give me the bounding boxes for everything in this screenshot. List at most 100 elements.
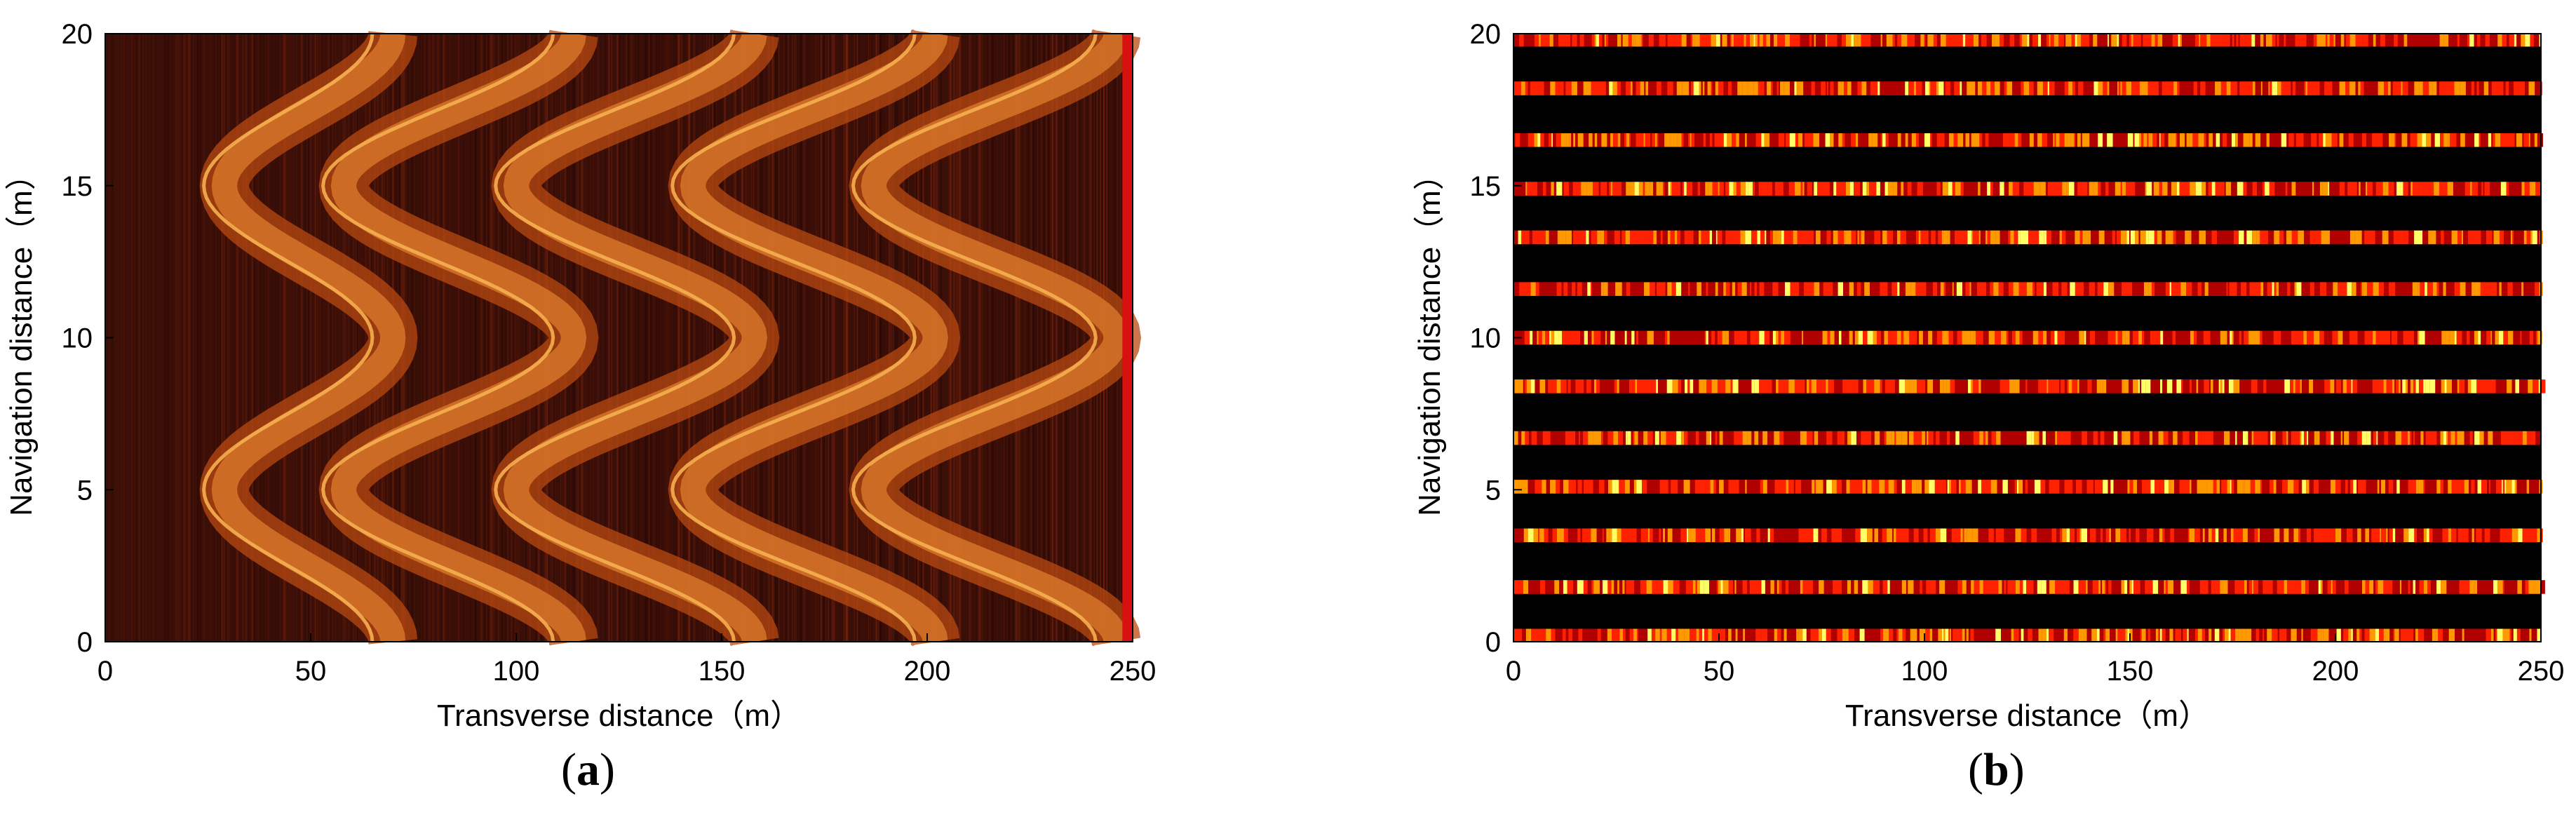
chart-b-stripe-cell (2073, 628, 2079, 642)
chart-b-stripe-cell (2417, 133, 2422, 147)
chart-a-noise-streak (633, 34, 635, 642)
chart-b-stripe-cell (2305, 528, 2307, 543)
chart-b-stripe-cell (2186, 133, 2190, 147)
chart-b-stripe-cell (1576, 182, 1578, 196)
chart-b-stripe-cell (1758, 81, 1762, 95)
chart-b-stripe-cell (2382, 182, 2386, 196)
chart-b-stripe-cell (2288, 528, 2294, 543)
chart-b-stripe-cell (1636, 330, 1639, 345)
chart-b-stripe-cell (1690, 34, 1693, 47)
chart-b-stripe-cell (1691, 81, 1694, 95)
chart-b-stripe-cell (2268, 81, 2270, 95)
chart-a-noise-streak (687, 34, 689, 642)
chart-b-stripe-cell (1788, 182, 1795, 196)
chart-b-stripe-cell (1760, 480, 1763, 494)
chart-b-stripe-cell (2187, 182, 2190, 196)
chart-a-noise-streak (1027, 34, 1029, 642)
chart-b-stripe-cell (2014, 628, 2019, 642)
chart-b-stripe-cell (2194, 282, 2198, 296)
chart-b-stripe-cell (1645, 182, 1650, 196)
chart-b-stripe-cell (1684, 628, 1690, 642)
chart-b-stripe-cell (1874, 431, 1880, 445)
chart-b-stripe-cell (2341, 528, 2345, 543)
chart-b-stripe-cell (1742, 580, 1748, 594)
chart-b-stripe-cell (1610, 330, 1615, 345)
chart-b-stripe-cell (2061, 480, 2065, 494)
chart-b-stripe-cell (1936, 34, 1941, 47)
chart-b-stripe-cell (2097, 282, 2104, 296)
chart-b-stripe-cell (1621, 182, 1626, 196)
chart-b-stripe-cell (2194, 330, 2197, 345)
chart-b-stripe-cell (2393, 230, 2397, 245)
chart-b-stripe-cell (2469, 431, 2473, 445)
chart-a-noise-streak (546, 34, 548, 642)
chart-b-stripe-cell (2184, 182, 2188, 196)
chart-b-stripe-cell (1842, 379, 1849, 393)
chart-b-stripe-cell (2476, 528, 2482, 543)
chart-b-stripe-cell (1797, 230, 1803, 245)
chart-b-stripe-cell (1683, 133, 1685, 147)
chart-b-stripe-cell (2056, 182, 2063, 196)
chart-b-stripe-cell (1994, 379, 2000, 393)
chart-b-stripe-cell (2372, 230, 2375, 245)
chart-a-noise-streak (421, 34, 424, 642)
chart-b-stripe-cell (2422, 133, 2427, 147)
chart-b-stripe-cell (2389, 282, 2392, 296)
chart-b-stripe-cell (1563, 431, 1565, 445)
chart-b-stripe-cell (2160, 480, 2165, 494)
chart-b-stripe-cell (1592, 133, 1595, 147)
chart-b-stripe-cell (2075, 431, 2082, 445)
chart-b-stripe-cell (1942, 182, 1948, 196)
chart-b-stripe-cell (2404, 230, 2408, 245)
chart-b-stripe-cell (1990, 230, 1996, 245)
chart-b-stripe-cell (2066, 330, 2072, 345)
chart-a-noise-streak (459, 34, 461, 642)
chart-a-noise-streak (868, 34, 869, 642)
chart-b-stripe-cell (2514, 480, 2517, 494)
chart-b-stripe-cell (1756, 528, 1760, 543)
chart-b-stripe-cell (2079, 580, 2083, 594)
chart-b-stripe-cell (1953, 628, 1957, 642)
chart-b-stripe-cell (1778, 330, 1781, 345)
chart-b-stripe-cell (1938, 81, 1944, 95)
chart-b-stripe-cell (2435, 379, 2438, 393)
chart-a-noise-streak (675, 34, 677, 642)
chart-a-noise-streak (344, 34, 346, 642)
chart-a-noise-streak (498, 34, 500, 642)
chart-b-stripe-cell (2483, 81, 2489, 95)
chart-b-stripe-cell (2291, 628, 2297, 642)
chart-b-stripe-cell (2435, 330, 2438, 345)
chart-b-stripe-cell (2464, 628, 2469, 642)
chart-b-stripe-cell (1551, 379, 1557, 393)
chart-b-stripe-cell (1689, 182, 1693, 196)
chart-b-stripe-cell (1833, 282, 1838, 296)
chart-a-noise-streak (274, 34, 277, 642)
chart-b-stripe-cell (1582, 480, 1584, 494)
chart-a-noise-streak (184, 34, 187, 642)
chart-b-stripe-cell (1886, 431, 1892, 445)
chart-b-stripe-cell (2314, 230, 2316, 245)
chart-b-stripe-cell (1762, 34, 1767, 47)
chart-b-stripe-cell (1935, 528, 1941, 543)
chart-b-stripe-cell (1832, 379, 1834, 393)
chart-b-stripe-cell (2249, 282, 2255, 296)
chart-b-stripe-cell (2075, 81, 2079, 95)
chart-b-stripe-cell (1708, 182, 1713, 196)
chart-b-stripe-cell (1532, 34, 1535, 47)
chart-b-stripe-cell (2087, 528, 2091, 543)
chart-b-stripe-cell (2234, 480, 2237, 494)
chart-a-noise-streak (713, 34, 715, 642)
chart-b-stripe-cell (2312, 81, 2317, 95)
chart-b-stripe-cell (1562, 230, 1566, 245)
chart-b-stripe-cell (2535, 528, 2537, 543)
chart-b-stripe-cell (1706, 379, 1712, 393)
chart-b-stripe-cell (2081, 34, 2084, 47)
chart-b-stripe-cell (1920, 230, 1923, 245)
chart-b-stripe-cell (2446, 379, 2453, 393)
chart-b-stripe-cell (1544, 133, 1549, 147)
chart-b-stripe-cell (2422, 628, 2425, 642)
chart-b-stripe-cell (2071, 330, 2077, 345)
chart-a-noise-streak (419, 34, 421, 642)
chart-b-stripe-cell (1652, 580, 1658, 594)
chart-b-stripe-cell (1530, 282, 1536, 296)
